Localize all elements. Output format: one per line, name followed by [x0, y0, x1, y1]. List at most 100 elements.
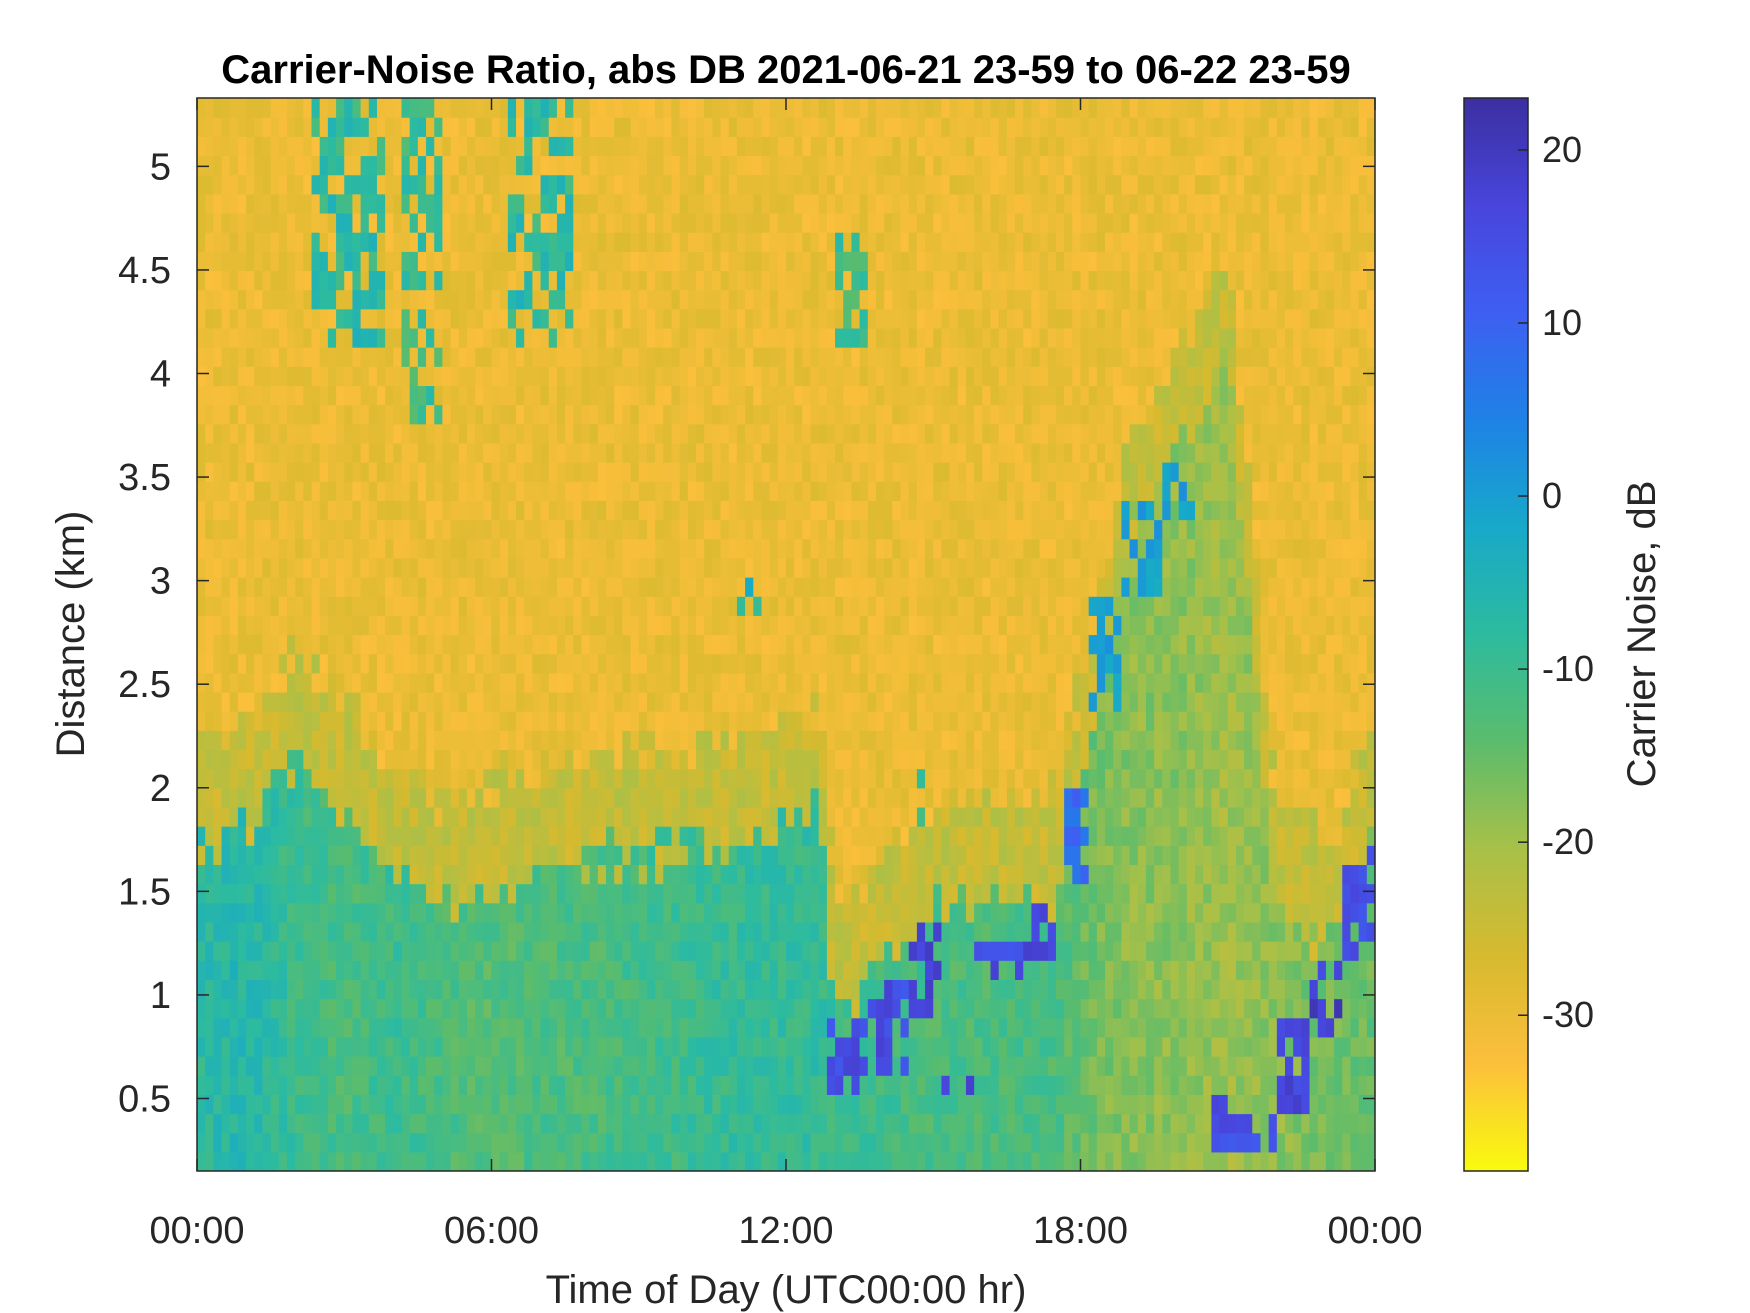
heatmap-cell [483, 423, 493, 444]
heatmap-cell [491, 634, 501, 655]
heatmap-cell [589, 1075, 599, 1095]
heatmap-cell [295, 768, 304, 789]
heatmap-cell [753, 1113, 763, 1134]
heatmap-cell [622, 1036, 632, 1057]
heatmap-cell [826, 749, 836, 770]
heatmap-cell [818, 1113, 828, 1134]
heatmap-cell [826, 117, 836, 137]
heatmap-cell [483, 538, 493, 559]
heatmap-cell [589, 1113, 599, 1134]
heatmap-cell [270, 826, 280, 846]
heatmap-cell [843, 519, 853, 540]
heatmap-cell [573, 1075, 583, 1095]
heatmap-cell [499, 232, 509, 252]
heatmap-cell [875, 251, 885, 272]
heatmap-cell [548, 385, 558, 406]
heatmap-cell [745, 998, 754, 1019]
heatmap-cell [614, 1056, 623, 1076]
heatmap-cell [458, 864, 468, 885]
heatmap-cell [491, 998, 501, 1019]
heatmap-cell [548, 538, 558, 559]
heatmap-cell [769, 117, 779, 137]
heatmap-cell [524, 634, 533, 655]
heatmap-cell [532, 1017, 542, 1038]
heatmap-cell [851, 596, 861, 616]
heatmap-cell [777, 960, 787, 980]
heatmap-cell [908, 1113, 918, 1134]
heatmap-cell [745, 730, 754, 751]
heatmap-cell [548, 749, 558, 770]
heatmap-cell [540, 749, 550, 770]
heatmap-cell [352, 941, 362, 961]
heatmap-cell [687, 289, 697, 310]
heatmap-cell [426, 136, 435, 157]
heatmap-cell [687, 366, 697, 387]
heatmap-cell [360, 960, 370, 980]
heatmap-cell [818, 634, 828, 655]
heatmap-cell [728, 1151, 738, 1171]
heatmap-cell [597, 327, 607, 348]
heatmap-cell [679, 462, 689, 482]
heatmap-cell [434, 806, 444, 827]
heatmap-cell [385, 136, 394, 157]
heatmap-cell [221, 366, 231, 387]
heatmap-cell [417, 404, 427, 425]
heatmap-cell [368, 1075, 378, 1095]
heatmap-cell [499, 212, 509, 233]
heatmap-cell [532, 174, 542, 195]
heatmap-cell [679, 1132, 689, 1153]
heatmap-cell [622, 174, 632, 195]
heatmap-cell [352, 1017, 362, 1038]
heatmap-cell [458, 960, 468, 980]
heatmap-cell [916, 174, 926, 195]
heatmap-cell [540, 1075, 550, 1095]
heatmap-cell [663, 960, 673, 980]
heatmap-cell [663, 117, 673, 137]
heatmap-cell [548, 136, 558, 157]
heatmap-cell [385, 921, 394, 942]
heatmap-cell [344, 308, 354, 329]
heatmap-cell [254, 327, 264, 348]
heatmap-cell [466, 845, 476, 866]
heatmap-cell [237, 653, 247, 674]
heatmap-cell [736, 711, 746, 731]
heatmap-cell [884, 481, 893, 501]
heatmap-cell [483, 577, 493, 597]
heatmap-cell [892, 691, 902, 712]
heatmap-cell [851, 711, 861, 731]
heatmap-cell [450, 1056, 460, 1076]
heatmap-cell [458, 749, 468, 770]
heatmap-cell [491, 672, 501, 693]
heatmap-cell [794, 806, 803, 827]
heatmap-cell [376, 787, 386, 808]
heatmap-cell [704, 327, 713, 348]
heatmap-cell [524, 730, 533, 751]
heatmap-cell [360, 193, 370, 214]
heatmap-cell [892, 864, 902, 885]
heatmap-cell [671, 1075, 681, 1095]
heatmap-cell [859, 481, 869, 501]
heatmap-cell [401, 404, 411, 425]
heatmap-cell [262, 768, 272, 789]
heatmap-cell [197, 615, 206, 636]
heatmap-cell [376, 519, 386, 540]
heatmap-cell [630, 442, 640, 463]
heatmap-cell [213, 404, 223, 425]
heatmap-cell [671, 174, 681, 195]
heatmap-cell [712, 481, 722, 501]
heatmap-cell [499, 289, 509, 310]
heatmap-cell [237, 155, 247, 176]
heatmap-cell [769, 691, 779, 712]
heatmap-cell [475, 481, 484, 501]
heatmap-cell [532, 902, 542, 923]
heatmap-cell [818, 577, 828, 597]
heatmap-cell [254, 941, 264, 961]
heatmap-cell [892, 557, 902, 578]
heatmap-cell [663, 155, 673, 176]
heatmap-cell [499, 864, 509, 885]
heatmap-cell [319, 327, 329, 348]
heatmap-cell [597, 232, 607, 252]
heatmap-cell [720, 193, 730, 214]
heatmap-cell [507, 404, 517, 425]
heatmap-cell [810, 462, 820, 482]
